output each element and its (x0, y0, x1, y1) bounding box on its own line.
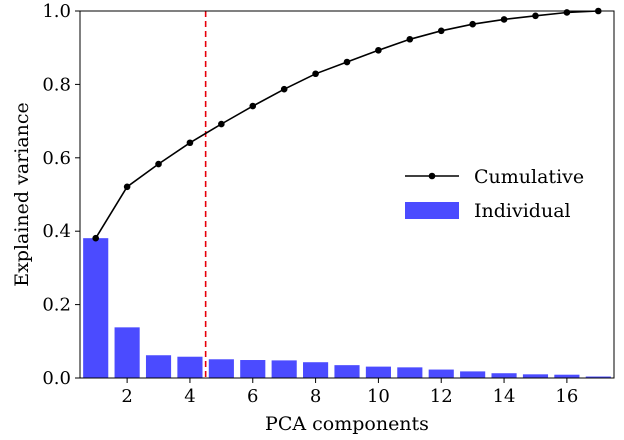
x-tick-label-2: 2 (121, 386, 132, 407)
cumulative-point-3 (155, 160, 162, 168)
bar-component-12 (428, 369, 454, 378)
cumulative-point-11 (406, 35, 414, 43)
x-axis-title: PCA components (265, 413, 429, 435)
x-tick-label-12: 12 (430, 386, 453, 407)
plot-border (79, 10, 615, 379)
cumulative-point-9 (343, 58, 351, 66)
y-tick-label-5: 1.0 (42, 1, 71, 22)
bar-component-2 (114, 327, 140, 378)
bar-component-1 (83, 238, 109, 378)
x-tick-label-4: 4 (184, 386, 195, 407)
y-tick-label-3: 0.6 (42, 148, 71, 169)
x-tick-label-16: 16 (555, 386, 578, 407)
bar-component-17 (585, 376, 611, 378)
bar-component-3 (145, 355, 172, 378)
cumulative-point-14 (500, 16, 508, 23)
bar-component-4 (177, 356, 203, 378)
cumulative-point-8 (312, 70, 319, 78)
bar-component-7 (271, 360, 297, 378)
bar-component-16 (554, 374, 580, 378)
legend-cumulative-marker-swatch (428, 172, 436, 180)
legend: Cumulative Individual (405, 166, 584, 222)
y-tick-label-0: 0.0 (42, 368, 71, 389)
plot-frame (79, 10, 615, 379)
y-tick-label-1: 0.2 (42, 295, 71, 316)
y-axis-ticks: 0.0 0.2 0.4 0.6 0.8 1.0 (42, 1, 80, 389)
y-axis-title: Explained variance (11, 102, 33, 287)
bar-component-5 (208, 359, 234, 378)
cumulative-point-15 (532, 12, 539, 20)
legend-individual-label: Individual (474, 200, 571, 222)
bar-series-individual (83, 238, 611, 378)
bar-component-13 (460, 371, 486, 378)
y-tick-label-2: 0.4 (42, 221, 71, 242)
cumulative-point-16 (563, 9, 571, 16)
x-tick-label-6: 6 (247, 386, 258, 407)
cumulative-point-10 (375, 46, 382, 54)
bar-component-9 (334, 365, 360, 378)
bar-component-10 (365, 366, 391, 378)
cumulative-point-7 (280, 85, 288, 93)
cumulative-point-2 (123, 183, 131, 191)
bar-component-11 (397, 367, 423, 378)
bar-component-8 (303, 362, 329, 378)
cumulative-point-12 (437, 27, 445, 35)
cumulative-point-1 (92, 234, 100, 242)
cumulative-point-13 (469, 20, 476, 28)
y-tick-label-4: 0.8 (42, 74, 71, 95)
bar-component-14 (491, 373, 517, 378)
bar-component-6 (240, 360, 266, 378)
cumulative-point-6 (249, 102, 257, 110)
legend-cumulative-label: Cumulative (474, 166, 584, 188)
x-axis-ticks: 2 4 6 8 10 12 14 16 (121, 378, 578, 407)
x-tick-label-10: 10 (367, 386, 390, 407)
legend-individual-bar-swatch (405, 202, 459, 219)
x-tick-label-14: 14 (493, 386, 516, 407)
cumulative-point-5 (218, 120, 225, 128)
x-tick-label-8: 8 (310, 386, 321, 407)
bar-component-15 (522, 374, 549, 378)
cumulative-point-4 (186, 139, 194, 147)
line-series-cumulative (92, 7, 602, 242)
